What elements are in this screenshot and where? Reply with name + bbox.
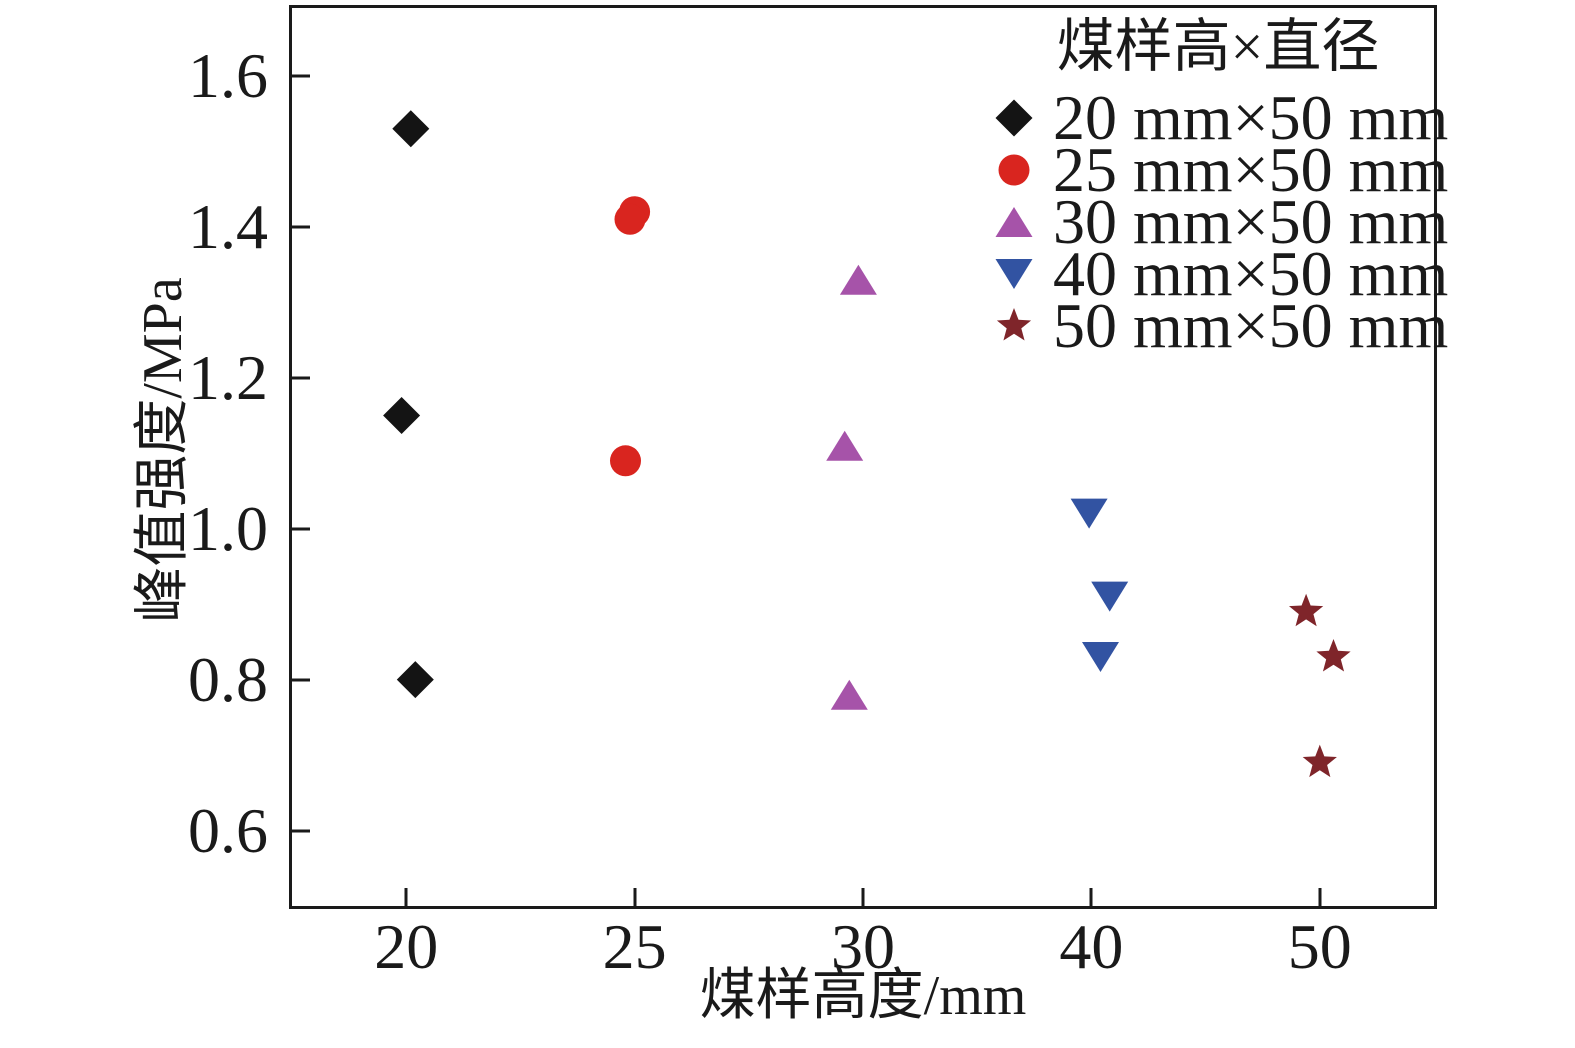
data-point-triangle-up xyxy=(839,264,877,295)
y-tick xyxy=(292,678,310,682)
x-tick xyxy=(633,888,637,906)
y-tick xyxy=(292,829,310,833)
data-points-layer xyxy=(383,110,1351,778)
y-tick-label: 0.6 xyxy=(188,794,268,866)
data-point-star xyxy=(1302,744,1337,778)
x-tick-label: 40 xyxy=(1059,911,1124,982)
data-point-star xyxy=(1316,639,1351,672)
y-tick xyxy=(292,376,310,380)
legend-rows: 20 mm×50 mm 25 mm×50 mm 30 mm×50 mm 40 mm×5… xyxy=(992,82,1472,361)
y-tick xyxy=(292,74,310,78)
legend-item: 25 mm×50 mm xyxy=(992,134,1472,205)
data-point-diamond xyxy=(392,110,430,148)
y-axis-label: 峰值强度/MPa xyxy=(132,277,194,623)
data-point-circle xyxy=(610,445,641,477)
y-tick-label: 0.8 xyxy=(188,643,268,715)
data-point-circle xyxy=(614,203,646,235)
y-tick-label: 1.6 xyxy=(188,39,268,111)
x-tick xyxy=(861,888,865,906)
legend-marker-star-icon xyxy=(996,308,1032,341)
x-tick xyxy=(404,888,408,906)
y-tick-label: 1.2 xyxy=(188,341,268,413)
legend-item-label: 40 mm×50 mm xyxy=(1053,238,1449,309)
legend-marker-diamond-icon xyxy=(995,99,1033,137)
data-point-triangle-down xyxy=(1091,581,1129,612)
legend-item-label: 50 mm×50 mm xyxy=(1053,290,1449,361)
x-tick-label: 50 xyxy=(1287,911,1352,982)
legend-marker-triangle-down-icon xyxy=(995,259,1033,289)
legend-item-label: 30 mm×50 mm xyxy=(1053,186,1449,257)
y-tick xyxy=(292,527,310,531)
legend-item: 30 mm×50 mm xyxy=(992,186,1472,257)
data-point-triangle-down xyxy=(1082,642,1119,672)
data-point-diamond xyxy=(396,661,434,699)
legend-item-label: 25 mm×50 mm xyxy=(1053,134,1449,205)
x-tick xyxy=(1318,888,1322,906)
y-tick-label: 1.4 xyxy=(188,190,268,262)
y-tick-label: 1.0 xyxy=(188,492,268,564)
x-tick-label: 30 xyxy=(831,911,895,982)
data-point-diamond xyxy=(383,397,421,434)
data-point-triangle-down xyxy=(1070,498,1108,529)
legend-item: 20 mm×50 mm xyxy=(992,82,1472,153)
x-axis-label: 煤样高度/mm xyxy=(699,965,1027,1027)
x-tick xyxy=(1089,888,1093,906)
legend-marker-circle-icon xyxy=(998,154,1030,186)
data-point-star xyxy=(1288,593,1324,627)
x-tick-label: 20 xyxy=(374,911,439,982)
legend: 煤样高×直径 20 mm×50 mm 25 mm×50 mm 30 mm×50 mm… xyxy=(992,14,1472,361)
legend-item: 50 mm×50 mm xyxy=(992,290,1472,361)
data-point-triangle-up xyxy=(826,430,864,461)
y-tick xyxy=(292,225,310,229)
legend-item: 40 mm×50 mm xyxy=(992,238,1472,309)
legend-title: 煤样高×直径 xyxy=(1056,14,1380,79)
legend-item-label: 20 mm×50 mm xyxy=(1053,82,1449,153)
legend-marker-triangle-up-icon xyxy=(995,207,1033,237)
data-point-triangle-up xyxy=(830,679,868,710)
plot-area: 煤样高×直径 20 mm×50 mm 25 mm×50 mm 30 mm×50 mm… xyxy=(289,5,1448,909)
x-tick-label: 25 xyxy=(602,911,667,982)
